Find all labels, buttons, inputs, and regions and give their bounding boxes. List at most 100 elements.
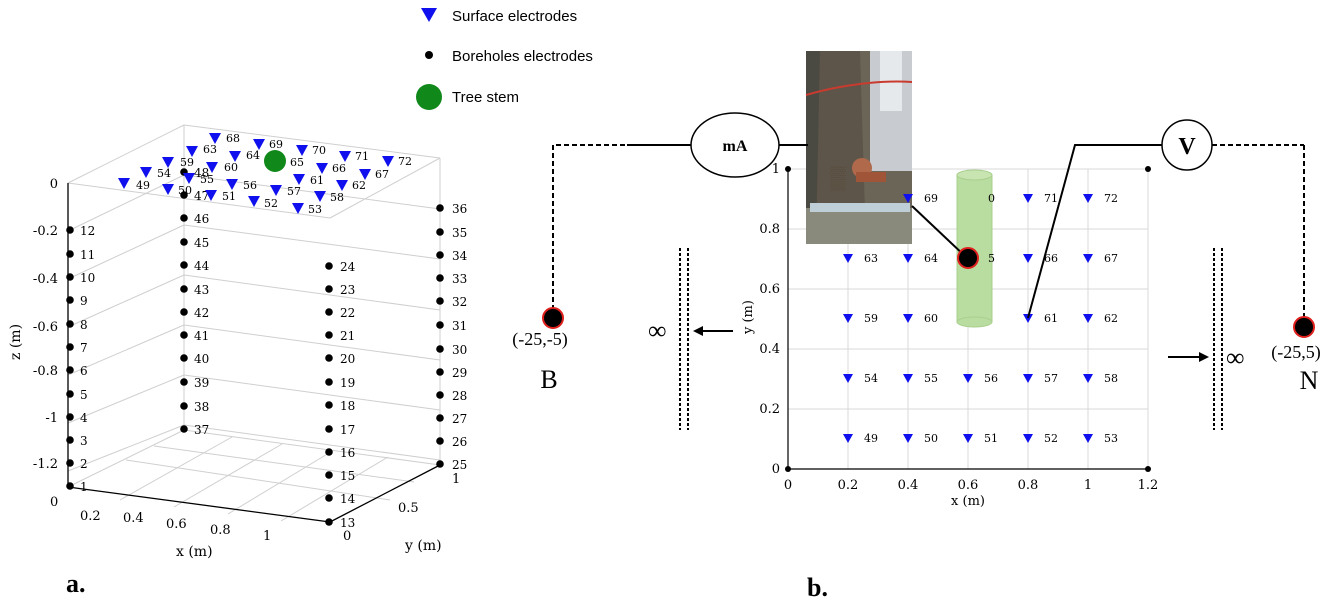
- x-axis-line: [67, 486, 331, 523]
- remote-n-name: N: [1300, 366, 1319, 395]
- electrode-label: 43: [194, 283, 209, 297]
- electrode-label: 21: [340, 329, 355, 343]
- x-tick: 0: [784, 478, 792, 493]
- z-tick: -0.8: [33, 364, 58, 379]
- electrode-label: 13: [340, 516, 355, 530]
- electrode-label: 52: [264, 197, 278, 210]
- panel-b: 0 0.2 0.4 0.6 0.8 1 1.2 x (m) 0 0.2 0.4 …: [512, 51, 1321, 602]
- arrow-right-head-icon: [1199, 352, 1209, 362]
- legend-tree-label: Tree stem: [452, 89, 519, 106]
- surface-electrode-marker-icon: [421, 8, 437, 22]
- electrode-label: 35: [452, 226, 467, 240]
- remote-b-name: B: [540, 365, 557, 394]
- electrode-label: 28: [452, 389, 467, 403]
- electrode-label: 18: [340, 399, 355, 413]
- electrode-label: 5: [988, 252, 995, 265]
- y-tick: 0.8: [759, 222, 780, 237]
- electrode-label: 62: [352, 179, 366, 192]
- electrode-label: 37: [194, 423, 209, 437]
- x-tick: 0.6: [958, 478, 979, 493]
- electrode-label: 39: [194, 376, 209, 390]
- electrode-label: 22: [340, 306, 355, 320]
- legend-borehole: Boreholes electrodes: [425, 48, 593, 65]
- infinity-right: ∞: [1168, 248, 1245, 430]
- legend-tree: Tree stem: [416, 84, 519, 110]
- electrode-label: 58: [330, 191, 344, 204]
- corner-electrode: [1145, 466, 1151, 472]
- ammeter: mA: [690, 112, 780, 178]
- electrode-label: 56: [984, 372, 998, 385]
- electrode-label: 25: [452, 458, 467, 472]
- x-tick: 0.8: [1018, 478, 1039, 493]
- y-axis-label: y (m): [404, 538, 442, 554]
- y-tick: 0: [772, 462, 780, 477]
- x-axis-label: x (m): [176, 544, 213, 560]
- electrode-label: 42: [194, 306, 209, 320]
- electrode-label: 64: [924, 252, 938, 265]
- voltmeter-label: V: [1178, 134, 1196, 160]
- electrode-label: 60: [224, 161, 238, 174]
- electrode-label: 52: [1044, 432, 1058, 445]
- electrode-label: 40: [194, 352, 209, 366]
- wiring: [552, 144, 1305, 319]
- electrode-label: 66: [1044, 252, 1058, 265]
- electrode-label: 31: [452, 319, 467, 333]
- z-tick: -0.2: [33, 224, 58, 239]
- borehole-4: 37 38 39 40 41 42 43 44 45 46 47 48: [180, 166, 210, 437]
- electrode-label: 69: [924, 192, 938, 205]
- electrode-label: 59: [864, 312, 878, 325]
- z-tick: -0.4: [33, 272, 58, 287]
- electrode-label: 57: [1044, 372, 1058, 385]
- remote-electrode-n-marker: [1293, 316, 1315, 338]
- x-tick: 0.8: [210, 523, 231, 538]
- wire-solid: [1027, 144, 1162, 319]
- wire-solid: [911, 205, 968, 259]
- surface-electrodes-2d: 49 50 51 52 53 54 55 56 57 58 59 60 61 6…: [843, 192, 1118, 445]
- electrode-label: 68: [226, 132, 240, 145]
- electrode-label: 51: [222, 190, 236, 203]
- electrode-label: 19: [340, 376, 355, 390]
- electrode-label: 66: [332, 162, 346, 175]
- panel-a-label: a.: [66, 569, 86, 598]
- electrode-label: 23: [340, 283, 355, 297]
- electrode-label: 60: [924, 312, 938, 325]
- electrode-label: 11: [80, 248, 95, 262]
- electrode-label: 38: [194, 400, 209, 414]
- corner-electrode: [785, 466, 791, 472]
- x-tick: 0.2: [838, 478, 859, 493]
- borehole-2: 13 14 15 16 17 18 19 20 21 22 23 24: [325, 260, 356, 530]
- electrode-label: 14: [340, 492, 356, 506]
- electrode-label: 5: [80, 388, 88, 402]
- x-tick: 1.2: [1138, 478, 1159, 493]
- infinity-left-symbol: ∞: [648, 316, 667, 345]
- borehole-3: 25 26 27 28 29 30 31 32 33 34 35 36: [436, 202, 468, 472]
- electrode-label: 55: [200, 173, 214, 186]
- electrode-label: 61: [310, 174, 324, 187]
- electrode-label: 30: [452, 343, 467, 357]
- tree-photo: ▒ 69: [805, 51, 938, 244]
- electrode-label: 45: [194, 236, 209, 250]
- y-axis-line: [329, 464, 441, 523]
- electrode-label: 67: [375, 168, 389, 181]
- panel-b-axes: [787, 169, 1148, 470]
- x-tick: 0.4: [898, 478, 919, 493]
- electrode-label: 12: [80, 224, 95, 238]
- legend-borehole-label: Boreholes electrodes: [452, 48, 593, 65]
- electrode-label: 4: [80, 411, 88, 425]
- electrode-label: 64: [246, 149, 260, 162]
- electrode-label: 24: [340, 260, 356, 274]
- x-tick: 0: [50, 495, 58, 510]
- electrode-label: 27: [452, 412, 467, 426]
- electrode-label: 41: [194, 329, 209, 343]
- electrode-label: 0: [988, 192, 995, 205]
- panel-b-x-axis-label: x (m): [951, 494, 985, 509]
- z-tick: -1: [45, 411, 58, 426]
- electrode-label: 71: [355, 150, 369, 163]
- corner-electrode: [1145, 166, 1151, 172]
- legend-surface-label: Surface electrodes: [452, 8, 577, 25]
- borehole-electrode-marker-icon: [425, 51, 433, 59]
- electrode-label: 50: [924, 432, 938, 445]
- electrode-label: 53: [308, 203, 322, 216]
- x-tick: 1: [1084, 478, 1092, 493]
